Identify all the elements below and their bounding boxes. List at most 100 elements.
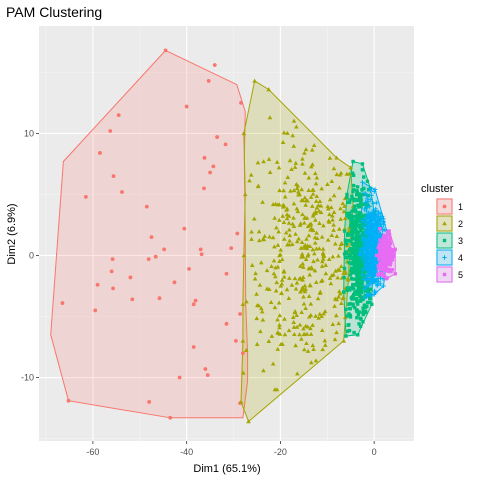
legend-marker — [442, 255, 447, 260]
cluster-2-point — [293, 286, 299, 291]
cluster-5-point — [382, 256, 386, 260]
cluster-2-point — [291, 215, 296, 220]
cluster-2-point — [320, 246, 326, 251]
cluster-2-point — [246, 419, 251, 424]
cluster-2-point — [284, 206, 290, 211]
cluster-2-point — [277, 258, 282, 263]
x-tick-label: -60 — [86, 447, 99, 457]
cluster-3-point — [357, 322, 361, 326]
chart-title: PAM Clustering — [6, 4, 102, 20]
cluster-4-point — [366, 251, 372, 256]
cluster-2-point — [270, 361, 276, 366]
cluster-5-point — [388, 238, 392, 243]
cluster-4-point — [371, 208, 376, 213]
cluster-5-point — [390, 268, 395, 272]
cluster-4-point — [363, 248, 368, 253]
cluster-3-point — [365, 304, 369, 309]
cluster-5-point — [380, 264, 384, 268]
cluster-1-point — [235, 231, 240, 236]
cluster-3-point — [359, 215, 364, 219]
cluster-3-point — [358, 225, 362, 230]
cluster-2-point — [327, 212, 332, 217]
cluster-2-point — [312, 171, 318, 176]
cluster-3-point — [349, 233, 353, 237]
cluster-4-point — [364, 217, 369, 223]
cluster-2-point — [266, 156, 272, 161]
cluster-2-point — [308, 164, 314, 169]
cluster-2-point — [317, 290, 323, 295]
cluster-2-point — [282, 236, 287, 241]
cluster-2-point — [310, 247, 316, 252]
cluster-3-point — [355, 300, 360, 304]
cluster-3-point — [356, 312, 361, 317]
cluster-3-point — [344, 250, 348, 254]
cluster-3-point — [358, 259, 363, 264]
cluster-4-point — [372, 288, 377, 294]
cluster-3-point — [356, 285, 361, 289]
cluster-5-point — [383, 258, 388, 262]
cluster-5-point — [384, 255, 389, 259]
cluster-2-point — [270, 235, 276, 240]
cluster-2-point — [272, 244, 277, 249]
cluster-3-point — [348, 273, 353, 277]
cluster-2-point — [285, 174, 291, 180]
cluster-2-point — [307, 266, 313, 271]
cluster-4-point — [372, 255, 377, 260]
cluster-3-point — [352, 297, 356, 301]
cluster-2-point — [294, 186, 300, 191]
cluster-2-point — [293, 343, 298, 348]
cluster-3-point — [348, 214, 352, 218]
cluster-3-point — [355, 185, 360, 189]
cluster-2-point — [338, 242, 344, 247]
cluster-2-point — [275, 346, 281, 351]
cluster-2-point — [287, 238, 292, 243]
cluster-3-point — [358, 211, 363, 215]
cluster-3-point — [363, 213, 367, 218]
cluster-1-point — [128, 275, 133, 280]
cluster-3-point — [344, 252, 349, 256]
cluster-2-point — [241, 370, 246, 375]
cluster-2-point — [261, 237, 267, 242]
cluster-3-point — [353, 305, 357, 310]
cluster-2-point — [330, 322, 336, 327]
cluster-2-point — [316, 246, 322, 251]
cluster-2-point — [333, 241, 338, 246]
cluster-2-point — [295, 209, 301, 214]
cluster-3-point — [348, 252, 352, 257]
cluster-2-point — [283, 230, 289, 235]
cluster-1-point — [224, 321, 229, 326]
cluster-4-point — [378, 281, 383, 287]
cluster-2-point — [281, 130, 287, 135]
cluster-4-point — [361, 224, 366, 229]
cluster-2-point — [313, 198, 319, 203]
cluster-3-point — [356, 333, 360, 337]
legend-item-3: 3 — [436, 232, 463, 249]
y-tick-label: -10 — [21, 373, 34, 383]
cluster-1-point — [153, 254, 158, 259]
cluster-2-point — [312, 268, 318, 273]
cluster-4-point — [366, 243, 372, 248]
cluster-2-point — [333, 268, 338, 273]
cluster-2-point — [342, 215, 348, 221]
cluster-2-point — [282, 316, 287, 321]
cluster-3-point — [346, 239, 351, 243]
cluster-3-point — [367, 296, 372, 300]
cluster-3-point — [352, 330, 356, 335]
cluster-3-point — [342, 266, 347, 271]
cluster-3-point — [345, 195, 349, 200]
cluster-3-point — [360, 162, 365, 166]
cluster-2-point — [320, 347, 325, 352]
cluster-2-point — [277, 253, 282, 258]
cluster-3-point — [351, 282, 355, 287]
cluster-3-point — [357, 237, 361, 242]
cluster-5-point — [390, 248, 394, 252]
cluster-2-point — [286, 328, 292, 333]
cluster-5-point — [384, 268, 388, 272]
cluster-5-point — [385, 276, 389, 280]
cluster-2-point — [307, 282, 313, 287]
cluster-1-point — [239, 100, 243, 105]
cluster-2-point — [310, 187, 315, 192]
cluster-2-point — [292, 309, 298, 314]
cluster-3-point — [362, 186, 366, 191]
cluster-3-point — [350, 216, 354, 220]
